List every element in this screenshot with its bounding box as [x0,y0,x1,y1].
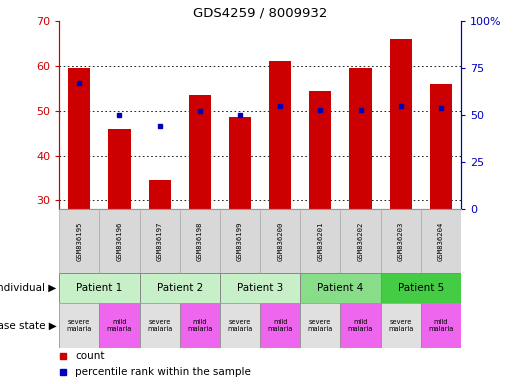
Bar [220,273,300,303]
Bar [300,209,340,273]
Text: Patient 1: Patient 1 [76,283,123,293]
Bar [189,95,211,209]
Bar [390,39,411,209]
Text: individual ▶: individual ▶ [0,283,57,293]
Bar [109,129,130,209]
Bar [421,209,461,273]
Text: mild
malaria: mild malaria [187,319,213,332]
Bar [99,209,140,273]
Bar [59,209,99,273]
Text: mild
malaria: mild malaria [107,319,132,332]
Title: GDS4259 / 8009932: GDS4259 / 8009932 [193,7,327,20]
Bar [99,303,140,348]
Bar [260,303,300,348]
Bar [180,303,220,348]
Bar [180,209,220,273]
Text: GSM836195: GSM836195 [76,221,82,261]
Text: mild
malaria: mild malaria [428,319,454,332]
Bar [220,303,260,348]
Bar [340,303,381,348]
Bar [310,91,331,209]
Bar [140,273,220,303]
Text: disease state ▶: disease state ▶ [0,320,57,331]
Bar [140,303,180,348]
Text: GSM836202: GSM836202 [357,221,364,261]
Text: GSM836199: GSM836199 [237,221,243,261]
Text: count: count [75,351,105,361]
Text: mild
malaria: mild malaria [267,319,293,332]
Text: GSM836196: GSM836196 [116,221,123,261]
Bar [229,118,251,209]
Bar [260,209,300,273]
Text: GSM836204: GSM836204 [438,221,444,261]
Bar [59,303,99,348]
Text: Patient 5: Patient 5 [398,283,444,293]
Text: severe
malaria: severe malaria [66,319,92,332]
Bar [430,84,452,209]
Bar [340,209,381,273]
Text: Patient 3: Patient 3 [237,283,283,293]
Bar [59,273,140,303]
Text: severe
malaria: severe malaria [388,319,414,332]
Text: GSM836198: GSM836198 [197,221,203,261]
Bar [381,273,461,303]
Text: severe
malaria: severe malaria [147,319,173,332]
Text: GSM836197: GSM836197 [157,221,163,261]
Bar [300,273,381,303]
Text: severe
malaria: severe malaria [227,319,253,332]
Bar [300,303,340,348]
Bar [421,303,461,348]
Text: severe
malaria: severe malaria [307,319,333,332]
Bar [381,209,421,273]
Text: percentile rank within the sample: percentile rank within the sample [75,367,251,377]
Text: GSM836201: GSM836201 [317,221,323,261]
Text: GSM836200: GSM836200 [277,221,283,261]
Text: GSM836203: GSM836203 [398,221,404,261]
Bar [149,180,170,209]
Text: Patient 2: Patient 2 [157,283,203,293]
Bar [269,61,291,209]
Text: mild
malaria: mild malaria [348,319,373,332]
Bar [68,68,90,209]
Bar [381,303,421,348]
Bar [220,209,260,273]
Bar [350,68,371,209]
Text: Patient 4: Patient 4 [317,283,364,293]
Bar [140,209,180,273]
